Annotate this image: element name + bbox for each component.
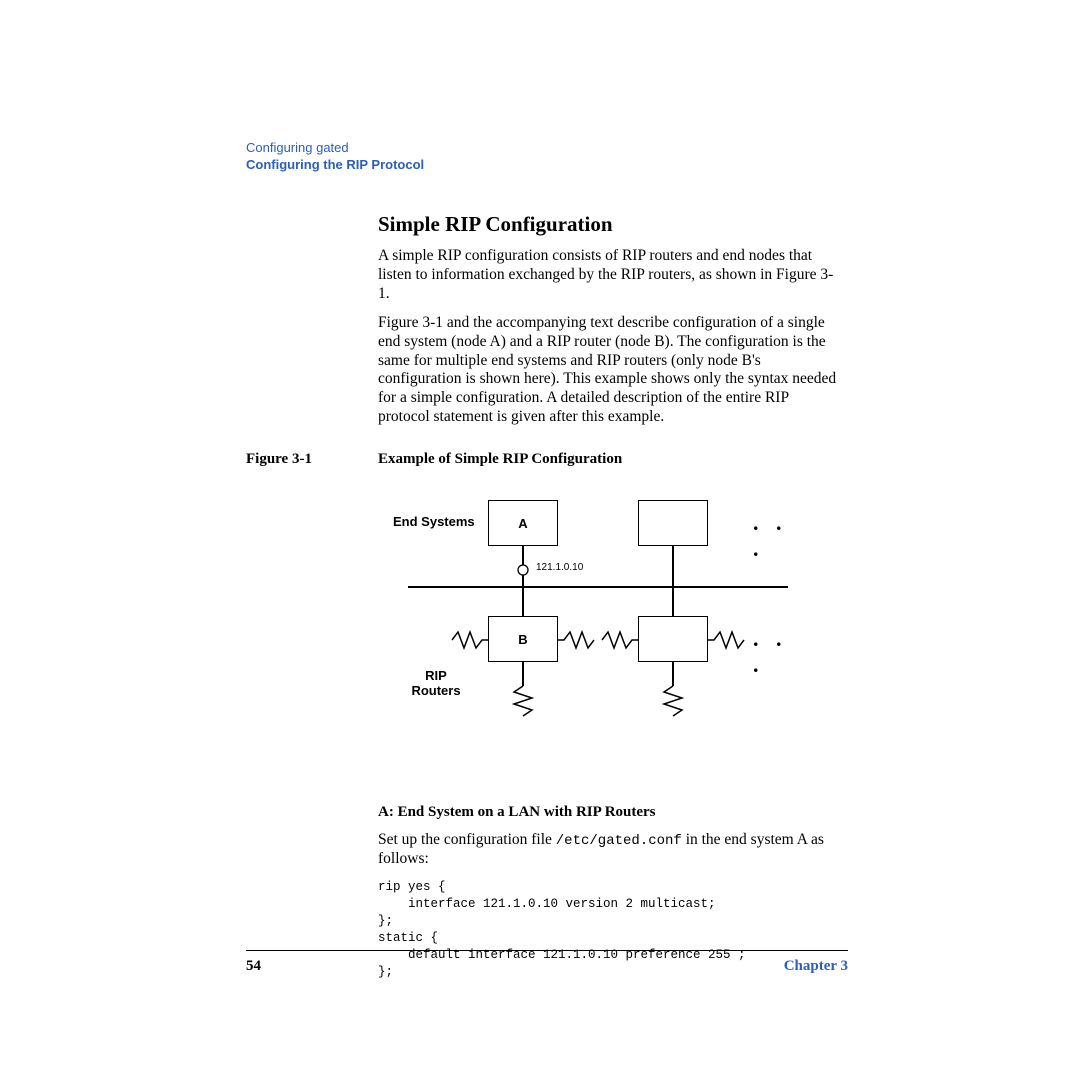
para3-pre: Set up the configuration file bbox=[378, 831, 556, 848]
ellipsis-bottom: . . . bbox=[753, 626, 808, 678]
page-number: 54 bbox=[246, 958, 261, 975]
figure-caption-row: Figure 3-1 Example of Simple RIP Configu… bbox=[246, 451, 848, 468]
chapter-label: Chapter 3 bbox=[784, 958, 848, 975]
para3-code: /etc/gated.conf bbox=[556, 833, 682, 849]
stem-b-down bbox=[522, 662, 524, 686]
rip-router-box-2 bbox=[638, 616, 708, 662]
zigzag-left-r2 bbox=[602, 630, 638, 650]
zigzag-right-r2 bbox=[708, 630, 744, 650]
stem-r2-up bbox=[672, 586, 674, 616]
lan-line bbox=[408, 586, 788, 588]
rip-label-l1: RIP bbox=[425, 668, 447, 683]
stem-2 bbox=[672, 546, 674, 586]
page-content: Configuring gated Configuring the RIP Pr… bbox=[246, 140, 848, 980]
node-b-label: B bbox=[518, 632, 527, 647]
footer-row: 54 Chapter 3 bbox=[246, 958, 848, 975]
footer-rule bbox=[246, 950, 848, 951]
figure-label: Figure 3-1 bbox=[246, 451, 378, 468]
paragraph-1: A simple RIP configuration consists of R… bbox=[378, 247, 840, 304]
end-system-box-2 bbox=[638, 500, 708, 546]
network-diagram: End Systems A . . . 121.1.0.10 B . . . bbox=[378, 490, 808, 750]
ground-r2-icon bbox=[662, 686, 684, 716]
figure-caption: Example of Simple RIP Configuration bbox=[378, 451, 622, 468]
rip-routers-label: RIP Routers bbox=[406, 668, 466, 698]
ip-address-label: 121.1.0.10 bbox=[536, 562, 583, 573]
node-b-box: B bbox=[488, 616, 558, 662]
paragraph-2: Figure 3-1 and the accompanying text des… bbox=[378, 314, 840, 427]
node-a-box: A bbox=[488, 500, 558, 546]
running-header-line1: Configuring gated bbox=[246, 140, 848, 155]
node-a-label: A bbox=[518, 516, 527, 531]
rip-label-l2: Routers bbox=[411, 683, 460, 698]
interface-circle-icon bbox=[517, 564, 529, 576]
ellipsis-top: . . . bbox=[753, 510, 808, 562]
zigzag-right-b bbox=[558, 630, 594, 650]
subsection-heading: A: End System on a LAN with RIP Routers bbox=[378, 804, 848, 821]
ground-b-icon bbox=[512, 686, 534, 716]
zigzag-left-b bbox=[452, 630, 488, 650]
stem-r2-down bbox=[672, 662, 674, 686]
running-header-line2: Configuring the RIP Protocol bbox=[246, 157, 848, 172]
end-systems-label: End Systems bbox=[393, 514, 475, 529]
stem-b-up bbox=[522, 586, 524, 616]
section-title: Simple RIP Configuration bbox=[378, 212, 848, 237]
paragraph-3: Set up the configuration file /etc/gated… bbox=[378, 831, 840, 869]
